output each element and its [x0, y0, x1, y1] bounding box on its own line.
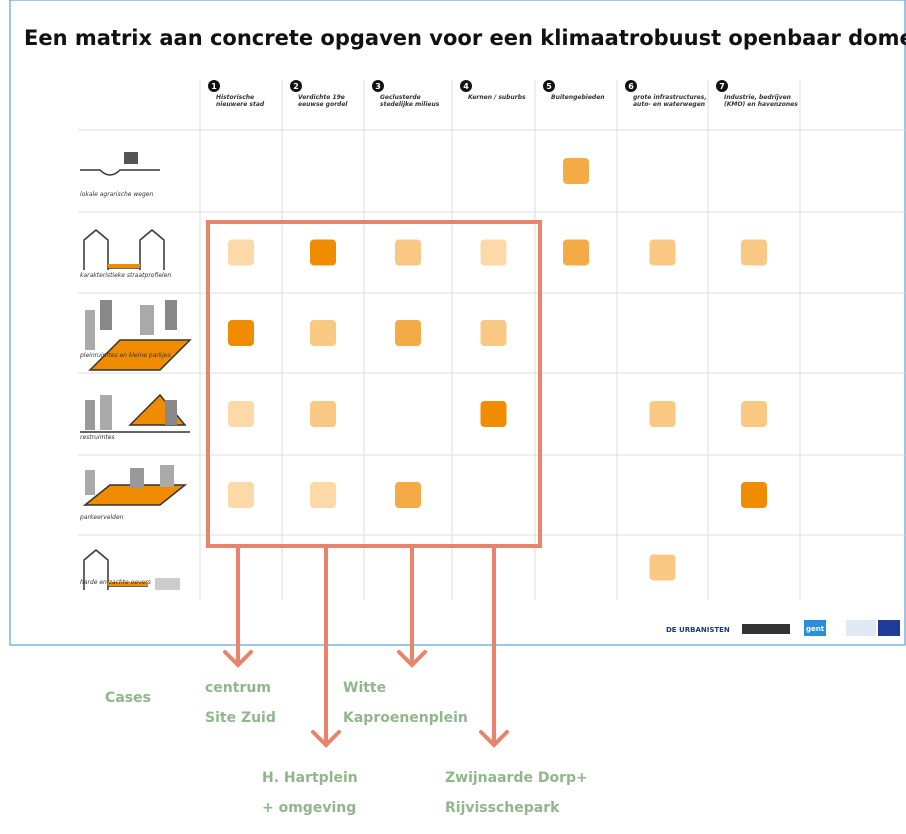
- column-label: Geclusterde stedelijke milieus: [380, 94, 440, 108]
- matrix-cell: [649, 401, 676, 427]
- row-icons: [80, 152, 192, 590]
- matrix-cell: [310, 320, 336, 346]
- cases: centrum Site Zuid H. Hartplein + omgeving Wi…: [205, 680, 588, 816]
- matrix-cell: [395, 320, 421, 346]
- arrow: [223, 544, 253, 668]
- column-label-text: Geclusterde stedelijke milieus: [380, 94, 440, 108]
- column-label-text: grote infrastructures, auto- en waterweg…: [633, 94, 707, 108]
- arrows: [223, 544, 509, 748]
- row-label: parkeervelden: [79, 514, 124, 521]
- matrix-cell: [649, 554, 676, 581]
- matrix-cell: [480, 401, 507, 427]
- column-label: Industrie, bedrijven (KMO) en havenzones: [724, 94, 798, 108]
- matrix-cell: [310, 482, 336, 508]
- column-number: 4: [463, 82, 469, 91]
- column-label-text: Buitengebieden: [551, 94, 605, 101]
- column-label: Kernen / suburbs: [468, 94, 526, 101]
- matrix-cell: [310, 239, 336, 266]
- matrix-cell: [395, 482, 421, 508]
- logo-block: [742, 624, 790, 634]
- matrix-cell: [228, 239, 254, 266]
- column-label-text: Industrie, bedrijven (KMO) en havenzones: [724, 94, 798, 108]
- logo: gent: [806, 625, 825, 633]
- case-label: Kaproenenplein: [343, 710, 468, 726]
- column-badge: [460, 80, 472, 92]
- matrix-cell: [649, 239, 676, 266]
- case-label: H. Hartplein: [262, 770, 358, 786]
- matrix-cell: [228, 401, 254, 427]
- matrix-cell: [741, 401, 767, 427]
- matrix-cell: [310, 401, 336, 427]
- arrow: [311, 544, 341, 748]
- column-number: 7: [719, 82, 725, 91]
- case-label: Zwijnaarde Dorp+: [445, 770, 588, 786]
- highlight-box: [206, 220, 542, 548]
- column-badge: [290, 80, 302, 92]
- row-label: lokale agrarische wegen: [80, 191, 153, 198]
- row-label: pleinruimtes en kleine parkjes: [79, 352, 171, 359]
- column-label-text: Historische nieuwere stad: [216, 94, 265, 108]
- cases-heading: Cases: [105, 690, 151, 706]
- column-number: 1: [211, 82, 217, 91]
- matrix-cell: [228, 482, 254, 508]
- row-label: harde en zachte oevers: [80, 579, 151, 586]
- matrix-cell: [563, 239, 589, 266]
- column-badge: [625, 80, 637, 92]
- matrix-cell: [741, 239, 767, 266]
- column-label: grote infrastructures, auto- en waterweg…: [633, 94, 707, 108]
- panel: [9, 0, 906, 646]
- matrix-cell: [563, 158, 589, 184]
- logo-block: [804, 620, 826, 636]
- matrix-cell: [741, 482, 767, 508]
- column-number: 3: [375, 82, 381, 91]
- logo-block: [846, 620, 876, 636]
- row-label: restruimtes: [80, 434, 115, 441]
- column-badge: [716, 80, 728, 92]
- column-label: Buitengebieden: [551, 94, 605, 101]
- matrix-cell: [228, 320, 254, 346]
- matrix-cell: [480, 239, 507, 266]
- logo: DE URBANISTEN: [666, 626, 730, 634]
- matrix-cell: [395, 239, 421, 266]
- column-badge: [208, 80, 220, 92]
- case-label: centrum: [205, 680, 271, 696]
- column-badge: [543, 80, 555, 92]
- column-label: Historische nieuwere stad: [216, 94, 265, 108]
- column-number: 5: [546, 82, 552, 91]
- case-label: Site Zuid: [205, 710, 276, 726]
- matrix: 1 Historische nieuwere stad 2 Verdichte 19e…: [78, 80, 905, 600]
- case-label: Rijvisschepark: [445, 800, 560, 816]
- case-label: + omgeving: [262, 800, 356, 816]
- title: Een matrix aan concrete opgaven voor een…: [24, 26, 906, 50]
- logos: DE URBANISTEN gent: [666, 620, 900, 636]
- case-label: Witte: [343, 680, 386, 696]
- column-label: Verdichte 19e eeuwse gordel: [298, 94, 348, 108]
- column-label-text: Kernen / suburbs: [468, 94, 526, 101]
- logo-block: [878, 620, 900, 636]
- arrow: [479, 544, 509, 748]
- column-number: 2: [293, 82, 299, 91]
- matrix-cell: [480, 320, 507, 346]
- column-badge: [372, 80, 384, 92]
- arrow: [397, 544, 427, 668]
- column-label-text: Verdichte 19e eeuwse gordel: [298, 94, 348, 108]
- row-label: karakteristieke straatprofielen: [80, 272, 171, 279]
- column-number: 6: [628, 82, 634, 91]
